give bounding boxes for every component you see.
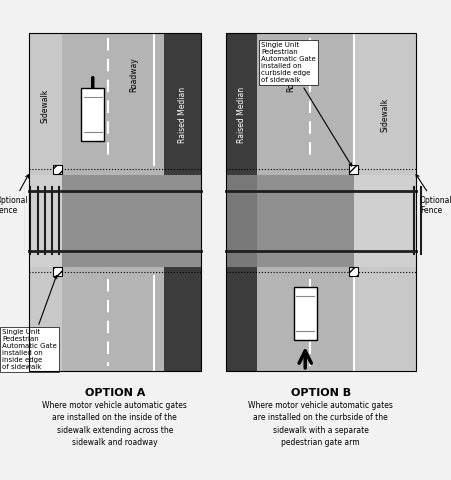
Polygon shape xyxy=(81,88,104,141)
Text: Raised Median: Raised Median xyxy=(236,86,245,143)
Bar xyxy=(349,267,358,276)
Text: Single Unit
Pedestrian
Automatic Gate
installed on
inside edge
of sidewalk: Single Unit Pedestrian Automatic Gate in… xyxy=(2,276,57,370)
Bar xyxy=(28,175,201,266)
Bar xyxy=(225,33,415,371)
Text: Roadway: Roadway xyxy=(285,58,295,92)
Text: OPTION B: OPTION B xyxy=(290,388,350,398)
Bar xyxy=(353,175,415,266)
Bar xyxy=(53,165,62,174)
Bar xyxy=(28,175,62,266)
Bar xyxy=(256,33,353,371)
Text: Single Unit
Pedestrian
Automatic Gate
installed on
curbside edge
of sidewalk: Single Unit Pedestrian Automatic Gate in… xyxy=(261,42,351,166)
Text: Where motor vehicle automatic gates
are installed on the inside of the
sidewalk : Where motor vehicle automatic gates are … xyxy=(42,401,187,447)
Text: Where motor vehicle automatic gates
are installed on the curbside of the
sidewal: Where motor vehicle automatic gates are … xyxy=(248,401,392,447)
Text: Sidewalk: Sidewalk xyxy=(41,89,50,123)
Bar xyxy=(62,33,164,371)
Bar xyxy=(353,33,415,371)
Bar xyxy=(28,33,62,371)
Bar xyxy=(62,175,201,266)
Bar xyxy=(28,33,201,371)
Bar xyxy=(225,175,415,266)
Text: Optional
Fence: Optional Fence xyxy=(415,175,451,216)
Polygon shape xyxy=(293,287,316,340)
Text: Raised Median: Raised Median xyxy=(178,86,187,143)
Bar xyxy=(349,165,358,174)
Text: OPTION A: OPTION A xyxy=(84,388,145,398)
Text: Roadway: Roadway xyxy=(129,58,138,92)
Bar xyxy=(53,267,62,276)
Text: Sidewalk: Sidewalk xyxy=(379,97,388,132)
Bar xyxy=(256,175,353,266)
Bar xyxy=(225,33,256,371)
Bar xyxy=(164,33,201,371)
Text: Optional
Fence: Optional Fence xyxy=(0,175,28,216)
